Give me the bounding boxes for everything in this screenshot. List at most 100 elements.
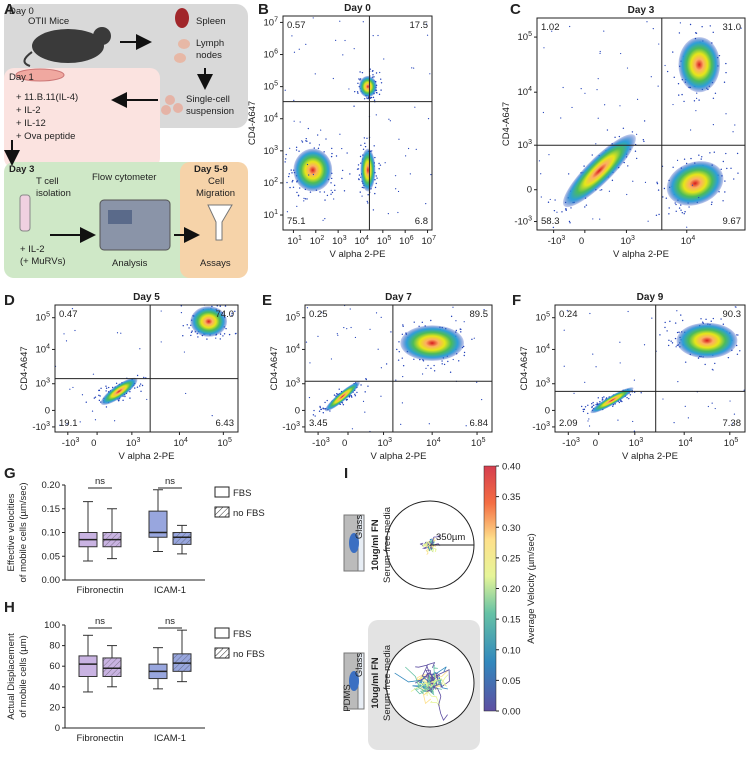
event-dot <box>322 412 324 414</box>
quadrant-value: 7.38 <box>723 418 742 429</box>
event-dot <box>380 78 382 80</box>
density-cluster <box>360 148 376 192</box>
quadrant-value: 3.45 <box>309 418 328 429</box>
event-dot <box>100 387 102 390</box>
cell-track <box>429 544 433 550</box>
event-dot <box>293 99 295 102</box>
density-cluster <box>562 134 636 208</box>
box-hatch <box>173 532 191 545</box>
event-dot <box>357 82 359 85</box>
event-dot <box>379 71 381 74</box>
event-dot <box>314 73 316 75</box>
x-tick-label-base: -10 <box>312 438 326 449</box>
event-dot <box>94 396 97 398</box>
x-tick-label: 104 <box>426 437 441 449</box>
event-dot <box>353 105 355 107</box>
event-dot <box>561 211 563 213</box>
event-dot <box>483 309 485 311</box>
event-dot <box>390 331 392 333</box>
x-tick-label: 105 <box>724 437 739 449</box>
event-dot <box>711 201 713 203</box>
event-dot <box>583 165 585 167</box>
event-dot <box>566 309 568 312</box>
event-dot <box>422 360 425 362</box>
y-tick-label-base: 10 <box>518 87 529 98</box>
event-dot <box>129 397 131 399</box>
event-dot <box>367 385 369 387</box>
event-dot <box>658 213 660 216</box>
event-dot <box>675 203 677 206</box>
colorbar-tick-label: 0.00 <box>502 707 521 718</box>
event-dot <box>588 425 591 427</box>
x-axis-label: V alpha 2-PE <box>622 451 678 462</box>
y-tick-label-base: 10 <box>264 146 275 157</box>
event-dot <box>584 206 586 208</box>
event-dot <box>105 390 107 392</box>
event-dot <box>447 360 449 363</box>
panel-label: I <box>344 465 348 482</box>
event-dot <box>292 186 295 188</box>
x-tick-label-base: -10 <box>548 236 562 247</box>
density-cluster <box>190 306 228 337</box>
event-dot <box>307 127 310 130</box>
event-dot <box>565 208 567 210</box>
y-axis-label: CD4-A647 <box>501 102 512 146</box>
event-dot <box>714 407 716 410</box>
event-dot <box>734 124 736 126</box>
event-dot <box>289 186 291 189</box>
x-tick-label: ICAM-1 <box>154 733 186 744</box>
event-dot <box>141 384 144 387</box>
event-dot <box>662 196 664 198</box>
cell-track <box>416 681 431 690</box>
step-day: Day 1 <box>9 72 34 83</box>
event-dot <box>383 58 385 60</box>
x-tick-label-exp: 3 <box>136 437 140 444</box>
event-dot <box>426 34 429 36</box>
event-dot <box>584 381 586 383</box>
event-dot <box>324 401 326 404</box>
event-dot <box>299 187 301 189</box>
event-dot <box>366 200 368 203</box>
event-dot <box>674 337 677 340</box>
event-dot <box>698 196 700 199</box>
event-dot <box>592 401 594 404</box>
event-dot <box>398 351 400 353</box>
event-dot <box>684 361 687 363</box>
step-text: T cell <box>36 176 59 187</box>
event-dot <box>354 393 356 396</box>
event-dot <box>321 311 323 313</box>
event-dot <box>190 331 193 334</box>
event-dot <box>219 338 221 340</box>
event-dot <box>427 364 429 367</box>
y-tick-label-exp: 5 <box>528 31 532 38</box>
event-dot <box>286 181 288 184</box>
plot-frame <box>554 304 746 433</box>
event-dot <box>668 207 670 209</box>
event-dot <box>323 191 326 193</box>
event-dot <box>375 72 378 74</box>
y-tick-label: 100 <box>44 620 60 631</box>
y-tick-label-exp: 4 <box>296 343 300 350</box>
x-tick-label: 102 <box>310 235 325 247</box>
event-dot <box>425 367 427 369</box>
event-dot <box>285 153 287 156</box>
x-tick-label-base: -10 <box>562 438 576 449</box>
x-tick-label-exp: 1 <box>298 235 302 242</box>
y-tick-label: -103 <box>282 421 300 433</box>
event-dot <box>361 195 363 197</box>
event-dot <box>596 402 598 404</box>
y-tick-label: 60 <box>49 661 60 672</box>
y-tick-label: 80 <box>49 641 60 652</box>
event-dot <box>377 348 379 350</box>
event-dot <box>160 310 162 312</box>
event-dot <box>413 358 415 360</box>
event-dot <box>139 348 141 350</box>
colorbar-tick-label: 0.15 <box>502 615 521 626</box>
event-dot <box>316 134 319 136</box>
event-dot <box>724 191 726 193</box>
event-dot <box>341 147 343 150</box>
y-axis-label: CD4-A647 <box>519 346 530 390</box>
event-dot <box>669 320 671 323</box>
y-tick-label-exp: 5 <box>296 312 300 319</box>
event-dot <box>636 133 638 135</box>
